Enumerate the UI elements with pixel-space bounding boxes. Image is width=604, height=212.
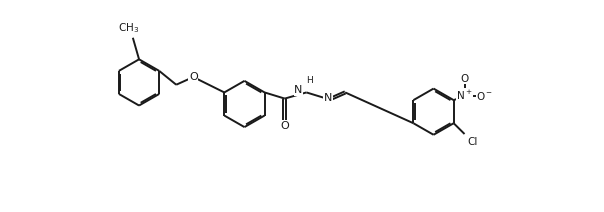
Text: N$^+$: N$^+$ (456, 89, 473, 102)
Text: O: O (189, 72, 198, 82)
Text: N: N (294, 85, 303, 95)
Text: O$^-$: O$^-$ (476, 89, 493, 102)
Text: O: O (280, 121, 289, 131)
Text: Cl: Cl (467, 137, 478, 147)
Text: N: N (324, 93, 332, 103)
Text: CH$_3$: CH$_3$ (118, 21, 140, 35)
Text: H: H (306, 76, 313, 85)
Text: O: O (460, 74, 469, 84)
